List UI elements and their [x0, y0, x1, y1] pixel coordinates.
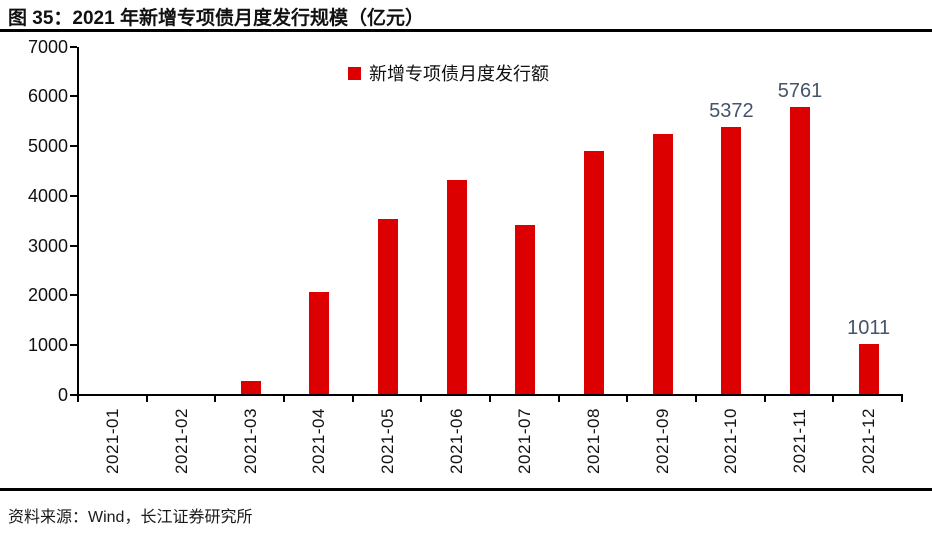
y-axis-tick-label: 7000 — [27, 36, 68, 57]
y-axis-tick — [70, 95, 77, 98]
y-axis-tick-label: 2000 — [27, 285, 68, 306]
x-axis-tick-label: 2021-11 — [790, 408, 809, 474]
x-axis-tick-label: 2021-01 — [103, 408, 123, 474]
x-axis-tick-label: 2021-12 — [858, 408, 878, 474]
y-axis-line — [77, 46, 79, 396]
x-axis-tick — [283, 396, 285, 402]
bar-value-label: 5372 — [709, 99, 754, 122]
y-axis-tick-label: 4000 — [27, 185, 68, 206]
y-axis-tick-label: 1000 — [27, 335, 68, 356]
footer-divider — [0, 488, 932, 491]
x-axis-tick-label: 2021-03 — [240, 408, 260, 474]
chart-legend: 新增专项债月度发行额 — [348, 60, 549, 86]
y-axis-tick — [70, 294, 77, 297]
x-axis-tick — [763, 396, 766, 402]
x-axis-tick-label: 2021-07 — [515, 408, 535, 474]
bar — [446, 179, 467, 394]
bar — [515, 224, 536, 394]
title-divider — [0, 29, 932, 32]
bar — [240, 380, 261, 394]
x-axis-tick-label: 2021-06 — [446, 408, 466, 474]
bar-value-label: 1011 — [847, 316, 891, 339]
y-axis-tick-label: 5000 — [27, 136, 68, 157]
bar — [652, 133, 673, 394]
x-axis-tick-label: 2021-05 — [378, 408, 397, 474]
bar — [584, 150, 604, 394]
x-axis-tick — [557, 396, 560, 402]
x-axis-tick — [77, 396, 79, 402]
bar — [858, 343, 879, 394]
bar — [790, 107, 810, 394]
bar — [721, 126, 742, 394]
x-axis-tick — [489, 396, 491, 402]
y-axis-tick-label: 0 — [57, 385, 68, 405]
y-axis-tick — [70, 394, 77, 396]
y-axis-tick — [70, 244, 77, 247]
legend-label: 新增专项债月度发行额 — [369, 64, 549, 84]
x-axis-tick — [626, 396, 629, 402]
y-axis-tick — [70, 45, 77, 48]
x-axis-tick — [832, 396, 835, 402]
x-axis-tick — [214, 396, 217, 402]
bar — [309, 291, 330, 394]
y-axis-tick — [70, 145, 77, 148]
x-axis-tick — [145, 396, 148, 402]
x-axis-tick — [351, 396, 354, 402]
x-axis-tick-label: 2021-10 — [721, 408, 741, 474]
x-axis-tick-label: 2021-02 — [172, 408, 191, 474]
x-axis-tick-label: 2021-04 — [309, 408, 329, 474]
bar — [378, 218, 398, 394]
source-note: 资料来源：Wind，长江证券研究所 — [8, 509, 253, 526]
y-axis-tick-label: 6000 — [27, 86, 68, 107]
x-axis-tick — [695, 396, 697, 402]
x-axis-tick-label: 2021-08 — [584, 408, 603, 474]
y-axis-tick-label: 3000 — [27, 235, 68, 256]
y-axis-tick — [70, 194, 77, 197]
y-axis-tick — [70, 344, 77, 347]
x-axis-tick — [901, 396, 903, 402]
x-axis-line — [77, 394, 903, 396]
x-axis-tick — [420, 396, 423, 402]
legend-swatch-icon — [348, 66, 361, 80]
bar-value-label: 5761 — [777, 80, 823, 103]
figure-title: 图 35：2021 年新增专项债月度发行规模（亿元） — [8, 8, 424, 29]
x-axis-tick-label: 2021-09 — [652, 408, 672, 474]
